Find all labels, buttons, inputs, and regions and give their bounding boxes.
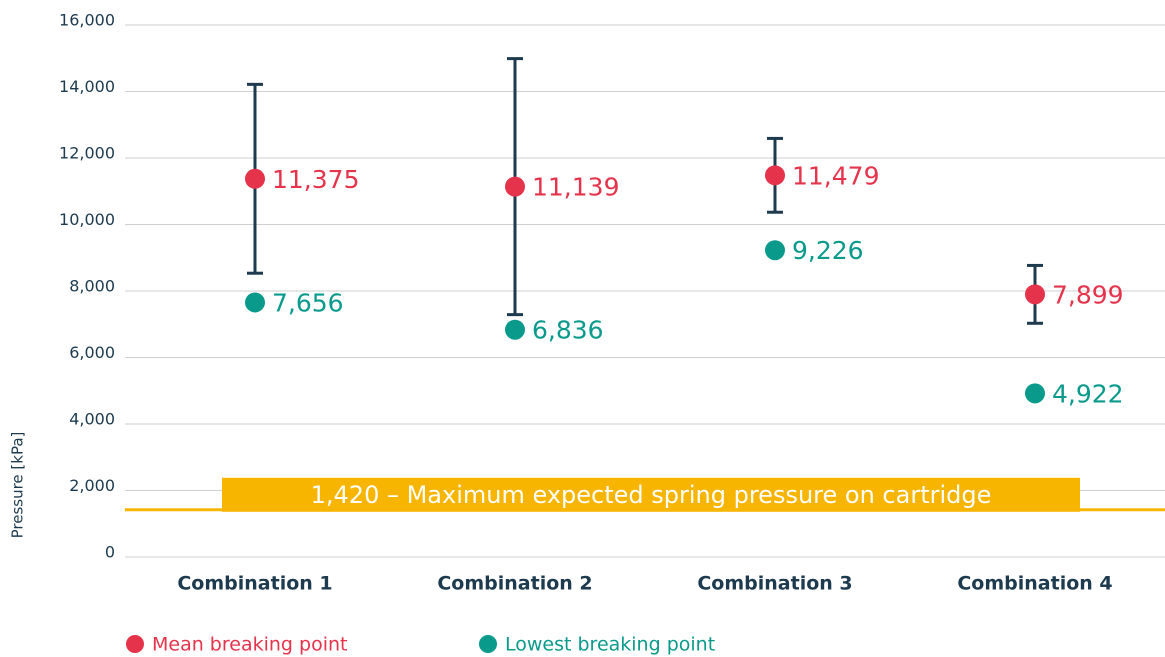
y-tick-label: 4,000	[69, 410, 115, 429]
y-tick-label: 12,000	[59, 144, 115, 163]
dot	[245, 292, 265, 313]
data-label: 11,375	[272, 165, 359, 194]
dot	[1025, 383, 1045, 404]
y-tick-label: 10,000	[59, 210, 115, 229]
data-label: 11,139	[532, 173, 619, 202]
x-tick-label: Combination 3	[697, 573, 852, 595]
reference-label-box	[222, 477, 1080, 512]
data-label: 11,479	[792, 161, 879, 190]
dot	[505, 176, 525, 197]
data-label: 6,836	[532, 316, 604, 345]
reference-label: 1,420 – Maximum expected spring pressure…	[311, 481, 992, 509]
y-tick-label: 6,000	[69, 343, 115, 362]
legend-label: Mean breaking point	[152, 634, 347, 656]
data-label: 7,656	[272, 288, 344, 317]
y-axis-label: Pressure [kPa]	[9, 432, 27, 539]
x-tick-label: Combination 4	[957, 573, 1112, 595]
dot	[765, 165, 785, 186]
y-tick-label: 14,000	[59, 77, 115, 96]
data-label: 4,922	[1052, 379, 1124, 408]
data-label: 7,899	[1052, 280, 1124, 309]
y-tick-label: 16,000	[59, 11, 115, 30]
dot	[245, 168, 265, 189]
legend-swatch	[479, 635, 497, 653]
dot	[765, 240, 785, 261]
y-tick-label: 2,000	[69, 476, 115, 495]
x-tick-label: Combination 1	[177, 573, 332, 595]
dot	[1025, 284, 1045, 305]
y-tick-label: 0	[105, 543, 115, 562]
legend-label: Lowest breaking point	[505, 634, 715, 656]
data-label: 9,226	[792, 236, 864, 265]
dot	[505, 319, 525, 340]
x-tick-label: Combination 2	[437, 573, 592, 595]
legend-swatch	[126, 635, 144, 653]
y-tick-label: 8,000	[69, 277, 115, 296]
